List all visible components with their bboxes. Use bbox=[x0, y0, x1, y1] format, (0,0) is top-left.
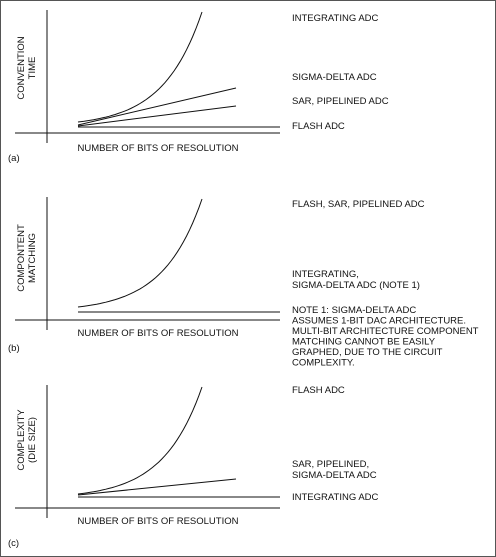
x-axis-label: NUMBER OF BITS OF RESOLUTION bbox=[78, 328, 239, 339]
series-label-1: INTEGRATING ADC bbox=[292, 13, 379, 24]
panels: CONVENTIONTIME NUMBER OF BITS OF RESOLUTI… bbox=[8, 10, 479, 549]
series-label-1: FLASH, SAR, PIPELINED ADC bbox=[292, 199, 425, 210]
x-axis-label: NUMBER OF BITS OF RESOLUTION bbox=[78, 516, 239, 527]
series-label-2: SIGMA-DELTA ADC bbox=[292, 72, 377, 83]
series-line-2 bbox=[77, 87, 237, 126]
panel-label: (b) bbox=[8, 343, 20, 354]
y-axis-label: COMPONTENTMATCHING bbox=[16, 224, 38, 292]
chart-panel-b: COMPONTENTMATCHING NUMBER OF BITS OF RESO… bbox=[8, 197, 479, 369]
series-line-1 bbox=[77, 198, 203, 308]
y-axis-label: COMPLEXITY(DIE SIZE) bbox=[16, 409, 38, 471]
panel-label: (c) bbox=[8, 538, 19, 549]
series-label-2: INTEGRATING, SIGMA-DELTA ADC (NOTE 1) bbox=[292, 269, 420, 291]
series-line-3 bbox=[77, 105, 237, 127]
series-label-3: SAR, PIPELINED ADC bbox=[292, 96, 389, 107]
series-label-1: FLASH ADC bbox=[292, 385, 345, 396]
y-axis-label: CONVENTIONTIME bbox=[16, 36, 38, 99]
note-text: NOTE 1: SIGMA-DELTA ADC ASSUMES 1-BIT DAC… bbox=[292, 305, 479, 369]
panel-label: (a) bbox=[8, 153, 20, 164]
series-line-1 bbox=[77, 11, 203, 123]
chart-panel-c: COMPLEXITY(DIE SIZE) NUMBER OF BITS OF RE… bbox=[8, 385, 379, 549]
series-label-4: FLASH ADC bbox=[292, 121, 345, 132]
series-line-2 bbox=[77, 478, 237, 496]
series-label-3: INTEGRATING ADC bbox=[292, 492, 379, 503]
series-label-2: SAR, PIPELINED, SIGMA-DELTA ADC bbox=[292, 459, 377, 481]
x-axis-label: NUMBER OF BITS OF RESOLUTION bbox=[78, 143, 239, 154]
chart-panel-a: CONVENTIONTIME NUMBER OF BITS OF RESOLUTI… bbox=[8, 10, 389, 164]
series-line-1 bbox=[77, 386, 203, 495]
